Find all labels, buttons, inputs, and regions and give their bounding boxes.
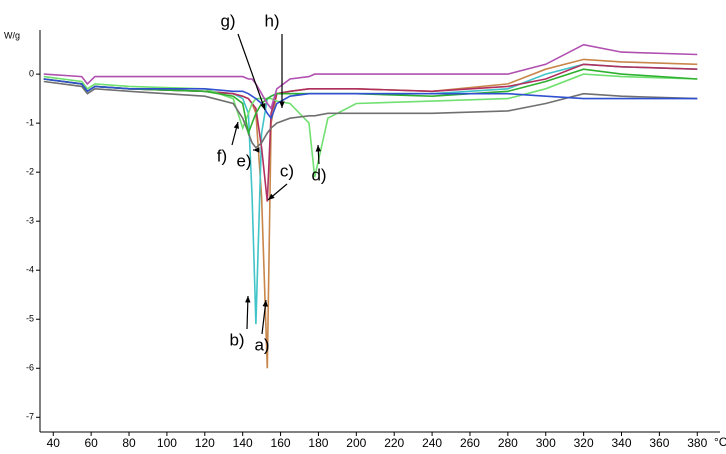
x-tick-label: 220 [384,436,404,450]
series-label: c) [280,161,294,180]
arrow-head [268,193,275,200]
arrow-head [279,101,285,108]
x-tick-label: 360 [649,436,669,450]
y-tick-label: -1 [26,118,34,128]
arrow-head [253,147,260,153]
series-line [43,68,698,136]
series-line [43,63,698,202]
series-label: f) [217,146,227,165]
arrow-head [260,103,266,110]
x-tick-label: 200 [346,436,366,450]
y-tick-label: -3 [26,216,34,226]
x-tick-label: 40 [47,436,61,450]
x-unit: °C [714,435,726,449]
annotation-arrow [237,33,266,111]
y-tick-label: 0 [29,68,34,78]
x-tick-label: 100 [157,436,177,450]
series-label: e) [236,151,251,170]
x-tick-label: 60 [84,436,98,450]
arrow-head [262,300,268,307]
series-line [43,78,698,120]
series-label: d) [311,165,326,184]
x-tick-label: 280 [498,436,518,450]
y-tick-label: -4 [26,265,34,275]
y-tick-label: -7 [26,412,34,422]
series-label: b) [229,330,244,349]
series-line [43,43,698,111]
x-tick-label: 180 [308,436,328,450]
x-tick-label: 320 [574,436,594,450]
arrow-head [233,122,240,129]
y-tick-label: -5 [26,314,34,324]
x-tick-label: 300 [536,436,556,450]
x-tick-label: 340 [611,436,631,450]
y-axis-label: W/g [4,30,20,40]
series-line [43,73,698,178]
series-label: a) [254,335,269,354]
x-tick-label: 140 [233,436,253,450]
x-tick-label: 80 [122,436,136,450]
x-tick-label: 380 [687,436,707,450]
y-tick-label: -2 [26,167,34,177]
series-label: g) [220,11,235,30]
x-tick-label: 120 [195,436,215,450]
arrow-head [315,145,322,152]
series-line [43,80,698,149]
series-line [43,58,698,369]
y-tick-label: -6 [26,363,34,373]
series-label: h) [264,11,279,30]
x-tick-label: 260 [460,436,480,450]
x-tick-label: 160 [271,436,291,450]
arrow-head [245,296,251,303]
x-tick-label: 240 [422,436,442,450]
